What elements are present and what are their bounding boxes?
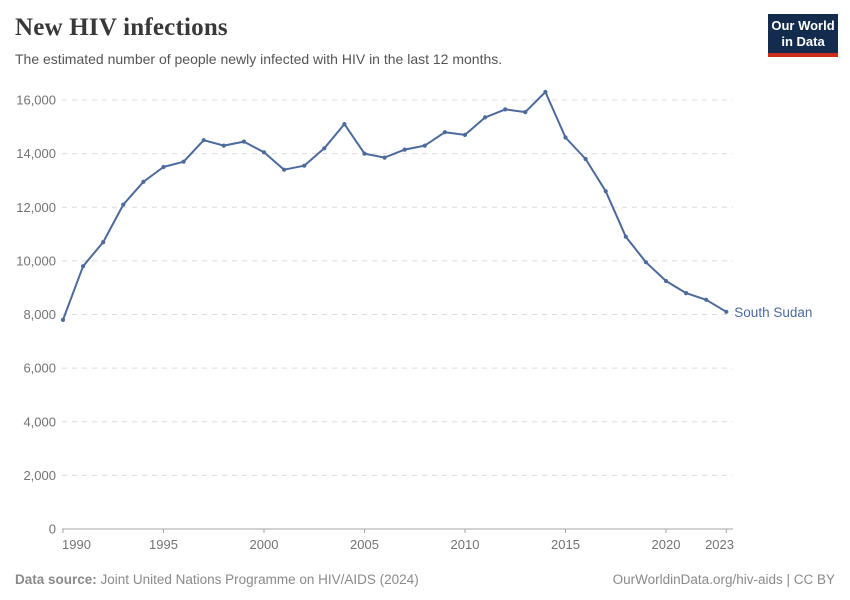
data-point[interactable] (121, 202, 126, 207)
data-point[interactable] (704, 297, 709, 302)
x-tick-label: 2005 (350, 537, 379, 552)
data-source-text: Joint United Nations Programme on HIV/AI… (100, 572, 419, 587)
x-tick-label: 2020 (652, 537, 681, 552)
data-point[interactable] (241, 139, 246, 144)
y-tick-label: 12,000 (16, 200, 56, 215)
chart-subtitle: The estimated number of people newly inf… (15, 51, 503, 67)
y-tick-label: 16,000 (16, 93, 56, 108)
y-tick-label: 14,000 (16, 146, 56, 161)
chart-footer: Data source: Joint United Nations Progra… (15, 572, 835, 587)
data-point[interactable] (684, 291, 689, 296)
data-point[interactable] (322, 146, 327, 151)
data-point[interactable] (623, 234, 628, 239)
x-tick-label: 2023 (705, 537, 734, 552)
owid-logo-line1: Our World (771, 18, 835, 33)
data-point[interactable] (503, 107, 508, 112)
data-point[interactable] (663, 278, 669, 284)
data-point[interactable] (483, 115, 488, 120)
page-title: New HIV infections (15, 14, 228, 41)
y-tick-label: 4,000 (23, 414, 56, 429)
data-point[interactable] (462, 132, 468, 137)
y-tick-label: 8,000 (23, 307, 56, 322)
data-point[interactable] (261, 150, 267, 155)
y-tick-label: 0 (49, 522, 56, 537)
data-point[interactable] (442, 130, 447, 135)
data-point[interactable] (523, 110, 528, 115)
data-point[interactable] (362, 151, 367, 156)
data-point[interactable] (221, 143, 226, 148)
data-point[interactable] (422, 143, 427, 148)
data-point[interactable] (583, 156, 588, 162)
data-point[interactable] (101, 240, 106, 245)
data-point[interactable] (282, 167, 287, 172)
data-source-label: Data source: (15, 572, 97, 587)
x-tick-label: 1995 (149, 537, 178, 552)
data-point[interactable] (563, 135, 568, 140)
x-tick-label: 2000 (250, 537, 279, 552)
owid-logo-line2: in Data (781, 34, 825, 49)
data-point[interactable] (724, 309, 729, 314)
data-point[interactable] (181, 159, 186, 164)
y-tick-label: 6,000 (23, 361, 56, 376)
owid-url-license-link[interactable]: OurWorldinData.org/hiv-aids | CC BY (612, 572, 835, 587)
data-point[interactable] (603, 189, 608, 194)
y-tick-label: 2,000 (23, 468, 56, 483)
series-line-south-sudan[interactable] (62, 91, 728, 321)
data-point[interactable] (643, 260, 649, 265)
data-point[interactable] (402, 147, 407, 152)
data-source: Data source: Joint United Nations Progra… (15, 572, 419, 587)
data-point[interactable] (60, 317, 66, 322)
data-point[interactable] (342, 122, 347, 127)
data-point[interactable] (141, 179, 146, 184)
data-point[interactable] (161, 164, 166, 170)
data-point[interactable] (302, 163, 307, 168)
owid-logo[interactable]: Our World in Data (768, 14, 838, 57)
data-point[interactable] (201, 138, 206, 143)
data-point[interactable] (382, 155, 387, 160)
y-tick-label: 10,000 (16, 253, 56, 268)
x-tick-label: 2015 (551, 537, 580, 552)
data-point[interactable] (543, 89, 548, 95)
x-tick-label: 1990 (62, 537, 91, 552)
x-tick-label: 2010 (451, 537, 480, 552)
entity-label: South Sudan (734, 305, 812, 320)
data-point[interactable] (81, 264, 86, 269)
